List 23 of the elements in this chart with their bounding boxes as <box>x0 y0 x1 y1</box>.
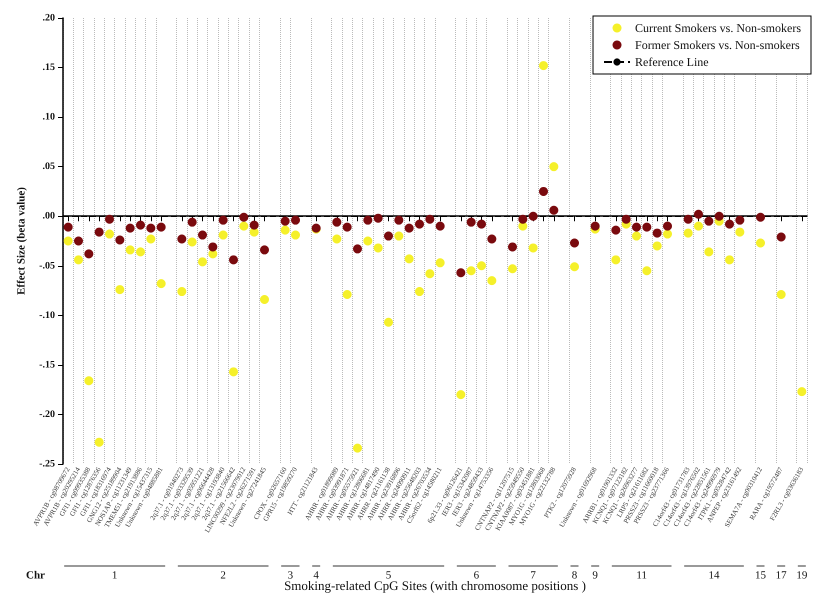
text: Chr <box>26 570 46 582</box>
y-tick-label: -.05 <box>39 260 55 272</box>
y-tick-label: -.20 <box>39 408 55 420</box>
legend-label: Current Smokers vs. Non-smokers <box>635 21 802 35</box>
y-tick-label: -.10 <box>39 310 55 321</box>
y-tick-label: -.15 <box>39 359 55 370</box>
text: 9 <box>592 570 598 582</box>
text: 15 <box>755 570 766 582</box>
legend-label: Former Smokers vs. Non-smokers <box>635 38 800 52</box>
y-tick-label: .10 <box>42 112 55 123</box>
y-tick-label: .15 <box>42 62 55 74</box>
text: 2 <box>220 570 226 582</box>
text: 19 <box>796 570 808 582</box>
y-tick-label: .00 <box>42 210 55 222</box>
text: 14 <box>708 570 720 582</box>
y-axis-title: Effect Size (beta value) <box>16 186 28 295</box>
y-tick-label: -.25 <box>39 458 55 470</box>
text: 1 <box>112 570 118 582</box>
y-tick-label: .20 <box>42 12 55 24</box>
y-tick-label: .05 <box>42 161 55 172</box>
text: 17 <box>776 570 788 582</box>
legend-label: Reference Line <box>635 55 709 69</box>
text: 11 <box>636 570 647 582</box>
